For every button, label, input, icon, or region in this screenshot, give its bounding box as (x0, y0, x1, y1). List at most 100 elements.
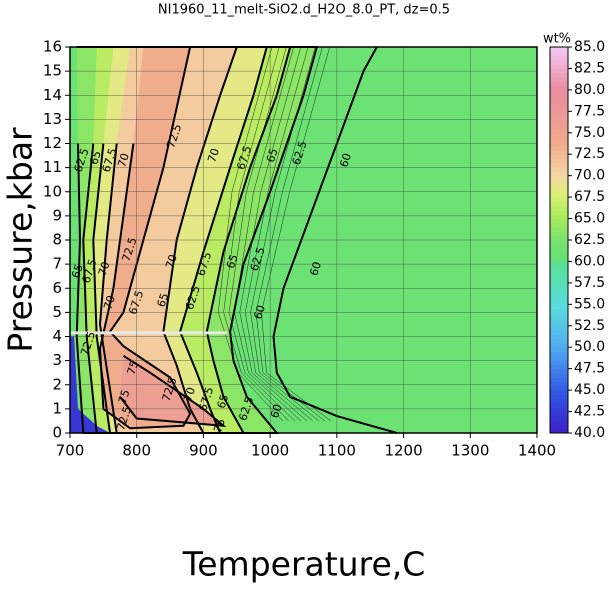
colorbar-segment (550, 347, 568, 353)
x-axis-label: Temperature,C (182, 545, 426, 584)
colorbar-segment (550, 218, 568, 224)
colorbar-segment (550, 209, 568, 215)
colorbar-segment (550, 390, 568, 395)
y-tick-label: 1 (52, 399, 62, 417)
colorbar-segment (550, 257, 568, 262)
colorbar-segment (550, 248, 568, 254)
colorbar-segment (550, 111, 568, 117)
colorbar-segment (550, 137, 568, 142)
y-tick-label: 13 (43, 110, 62, 128)
colorbar-segment (550, 372, 568, 378)
y-tick-label: 15 (43, 62, 62, 80)
contour-label: 70 (181, 386, 198, 403)
colorbar-segment (550, 342, 568, 348)
colorbar-segment (550, 64, 568, 69)
colorbar-segment (550, 360, 568, 365)
chart-title: NI1960_11_melt-SiO2.d_H2O_8.0_PT, dz=0.5 (158, 3, 450, 18)
colorbar-segment (550, 394, 568, 400)
colorbar-segment (550, 312, 568, 318)
colorbar-tick-label: 70.0 (574, 168, 605, 184)
contour-label: 65 (69, 263, 86, 280)
x-tick-label: 1100 (318, 442, 356, 460)
colorbar-segment (550, 411, 568, 417)
plot-frame (69, 46, 538, 434)
y-tick-label: 3 (52, 351, 62, 369)
x-tick-label: 700 (56, 442, 85, 460)
colorbar-tick-label: 67.5 (574, 189, 605, 205)
colorbar-segment (550, 420, 568, 425)
colorbar-tick-label: 72.5 (574, 146, 605, 162)
colorbar-segment (550, 184, 568, 190)
colorbar-segment (550, 85, 568, 91)
x-tick-label: 1000 (251, 442, 289, 460)
colorbar-segment (550, 278, 568, 284)
colorbar-segment (550, 59, 568, 65)
y-tick-label: 2 (52, 375, 62, 393)
contour-label: 70 (96, 260, 113, 277)
colorbar-segment (550, 304, 568, 310)
x-tick-label: 1400 (518, 442, 556, 460)
colorbar-segment (550, 364, 568, 370)
contour-label: 65 (224, 253, 241, 270)
colorbar-tick-label: 77.5 (574, 103, 605, 119)
y-tick-label: 0 (52, 424, 62, 442)
colorbar-segment (550, 407, 568, 413)
colorbar-segment (550, 261, 568, 267)
colorbar-segment (550, 124, 568, 129)
contour-label: 75 (211, 417, 228, 434)
colorbar-segment (550, 252, 568, 258)
colorbar-label: wt% (543, 32, 571, 47)
colorbar-tick-label: 42.5 (574, 404, 605, 420)
colorbar-segment (550, 47, 568, 52)
colorbar-tick-label: 40.0 (574, 425, 605, 441)
colorbar-tick-label: 85.0 (574, 39, 605, 55)
colorbar-tick-label: 62.5 (574, 232, 605, 248)
colorbar-segment (550, 94, 568, 99)
colorbar-segment (550, 119, 568, 125)
colorbar-segment (550, 192, 568, 198)
contour-label: 75 (125, 359, 142, 376)
contour-label: 75 (116, 388, 133, 405)
colorbar-tick-label: 52.5 (574, 318, 605, 334)
y-tick-label: 6 (52, 279, 62, 297)
colorbar-segment (550, 175, 568, 181)
colorbar-segment (550, 270, 568, 275)
colorbar-tick-label: 82.5 (574, 60, 605, 76)
colorbar-segment (550, 128, 568, 134)
colorbar-segment (550, 244, 568, 250)
colorbar-segment (550, 351, 568, 357)
colorbar-segment (550, 402, 568, 408)
colorbar-segment (550, 424, 568, 430)
colorbar-segment (550, 321, 568, 327)
colorbar-segment (550, 308, 568, 314)
colorbar-segment (550, 368, 568, 374)
contour-label: 60 (307, 260, 324, 277)
colorbar-segment (550, 295, 568, 301)
y-tick-label: 14 (43, 86, 62, 104)
colorbar-tick-label: 65.0 (574, 211, 605, 227)
y-tick-label: 16 (43, 38, 62, 56)
contour-region (120, 355, 224, 426)
colorbar-segment (550, 291, 568, 297)
y-tick-label: 5 (52, 303, 62, 321)
colorbar-segment (550, 98, 568, 104)
colorbar-tick-label: 45.0 (574, 382, 605, 398)
colorbar-segment (550, 205, 568, 211)
colorbar-segment (550, 325, 568, 331)
colorbar-segment (550, 385, 568, 391)
contour-label: 65 (264, 147, 281, 164)
y-tick-label: 7 (52, 255, 62, 273)
colorbar-segment (550, 81, 568, 87)
colorbar-segment (550, 102, 568, 108)
x-tick-label: 800 (122, 442, 151, 460)
colorbar-segment (550, 179, 568, 185)
colorbar-segment (550, 171, 568, 177)
y-tick-label: 9 (52, 206, 62, 224)
colorbar-segment (550, 107, 568, 112)
colorbar-tick-label: 47.5 (574, 361, 605, 377)
colorbar-segment (550, 282, 568, 288)
x-tick-label: 1300 (451, 442, 489, 460)
y-tick-label: 11 (43, 158, 62, 176)
y-tick-label: 8 (52, 231, 62, 249)
colorbar-segment (550, 334, 568, 340)
